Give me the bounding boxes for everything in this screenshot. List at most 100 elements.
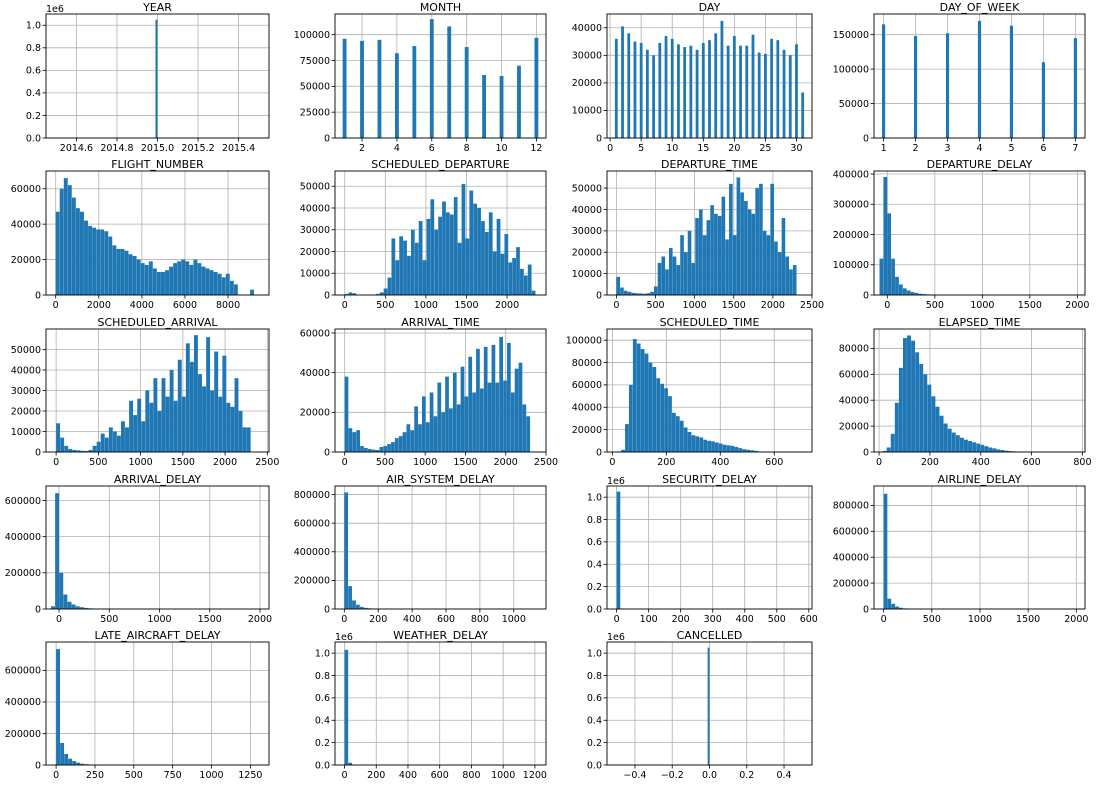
histogram-bar	[387, 444, 391, 452]
y-tick-label: 0.0	[26, 133, 41, 144]
histogram-bar	[887, 598, 892, 609]
y-tick-label: 25000	[300, 107, 330, 118]
x-tick-label: 2015.4	[222, 143, 255, 154]
y-tick-label: 200000	[833, 230, 869, 241]
x-tick-label: 1000	[129, 457, 153, 468]
axes-frame	[334, 170, 547, 296]
x-tick-label: 0	[607, 143, 613, 154]
y-tick-label: 0.0	[587, 760, 602, 771]
histogram-bar	[687, 230, 692, 295]
histogram-bar	[656, 378, 661, 452]
subplot-title: SCHEDULED_ARRIVAL	[98, 316, 219, 329]
histogram-bar	[910, 291, 915, 295]
histogram-bar	[891, 603, 896, 609]
y-tick-label: 0	[35, 290, 41, 301]
histogram-bar	[344, 649, 349, 765]
histogram-bar	[664, 388, 668, 452]
histogram-bar	[683, 47, 687, 138]
histogram-bar	[434, 229, 439, 295]
histogram-bar	[792, 265, 797, 295]
histogram-bar	[116, 248, 121, 295]
subplot-title: DEPARTURE_DELAY	[927, 158, 1033, 171]
x-tick-label: 200	[657, 457, 675, 468]
histogram-bar	[520, 268, 524, 295]
histogram-bar	[165, 396, 170, 452]
y-tick-label: 0.2	[26, 111, 41, 122]
histogram-bar	[379, 292, 384, 295]
histogram-bar	[992, 448, 997, 452]
x-tick-label: 250	[86, 770, 104, 781]
x-tick-label: 2000	[1064, 614, 1088, 625]
histogram-bar	[446, 212, 450, 295]
x-tick-label: 500	[376, 457, 394, 468]
histogram-bar	[198, 374, 202, 452]
x-tick-label: 10	[495, 143, 507, 154]
histogram-bar	[531, 290, 536, 295]
x-tick-label: 1000	[413, 457, 437, 468]
x-tick-label: −0.4	[623, 770, 646, 781]
histogram-bar	[977, 20, 982, 139]
histogram-bar	[226, 402, 231, 452]
histogram-bar	[165, 270, 169, 295]
y-tick-label: 800000	[833, 501, 869, 512]
y-tick-label: 0.4	[587, 716, 602, 727]
histogram-bar	[456, 404, 461, 452]
histogram-bar	[491, 344, 496, 452]
histogram-bar	[418, 221, 423, 295]
histogram-bar	[185, 261, 190, 295]
histogram-bar	[217, 273, 222, 295]
histogram-bar	[233, 284, 238, 295]
x-tick-label: 2500	[534, 457, 558, 468]
y-tick-label: 40000	[572, 23, 602, 34]
y-tick-label: 30000	[572, 51, 602, 62]
y-tick-label: 0	[863, 447, 869, 458]
histogram-bar	[201, 266, 206, 295]
histogram-bar	[153, 378, 158, 452]
x-tick-label: 2015.0	[141, 143, 174, 154]
histogram-bar	[60, 437, 65, 452]
y-tick-label: 600000	[5, 496, 41, 507]
histogram-bar	[883, 493, 888, 609]
y-tick-label: 0	[596, 447, 602, 458]
subplot-scheduled-departure: 0 500 1000 1500 2000010000200003000040000500…	[300, 158, 547, 311]
histogram-bar	[980, 444, 985, 452]
x-tick-label: 1000	[970, 300, 994, 311]
histogram-bar	[951, 432, 956, 452]
subplot-title: LATE_AIRCRAFT_DELAY	[94, 629, 220, 642]
y-tick-label: 0.4	[26, 88, 41, 99]
y-tick-label: 0	[35, 760, 41, 771]
y-tick-label: 60000	[572, 380, 602, 391]
y-tick-label: 0.2	[587, 738, 602, 749]
histogram-bar	[75, 208, 80, 295]
histogram-bar	[635, 293, 639, 295]
histogram-bar	[707, 440, 711, 452]
x-tick-label: 200	[672, 614, 690, 625]
subplot-title: WEATHER_DELAY	[393, 629, 488, 642]
histogram-bar	[702, 235, 707, 295]
histogram-bar	[732, 36, 736, 138]
histogram-bar	[447, 26, 452, 138]
histogram-bar	[616, 491, 621, 609]
histogram-bar	[205, 268, 210, 295]
histogram-bar	[426, 218, 431, 295]
y-tick-label: 50000	[300, 182, 330, 193]
histogram-bar	[648, 362, 653, 452]
y-tick-label: 300000	[833, 200, 869, 211]
x-tick-label: 500	[376, 300, 394, 311]
histogram-bar	[695, 218, 699, 295]
y-tick-label: 400000	[5, 532, 41, 543]
histogram-bar	[79, 607, 84, 609]
axes-frame	[45, 641, 270, 766]
y-tick-label: 200000	[5, 729, 41, 740]
x-tick-label: 100	[640, 614, 658, 625]
x-tick-label: 200	[921, 457, 939, 468]
x-tick-label: 600	[1023, 457, 1041, 468]
y-tick-label: 600000	[833, 527, 869, 538]
histogram-bar	[449, 408, 453, 452]
y-tick-label: 0	[324, 290, 330, 301]
histogram-bar	[92, 445, 97, 452]
histogram-bar	[734, 446, 739, 452]
histogram-bar	[206, 337, 211, 452]
x-tick-label: 0.2	[739, 770, 754, 781]
histogram-bar	[721, 196, 726, 295]
